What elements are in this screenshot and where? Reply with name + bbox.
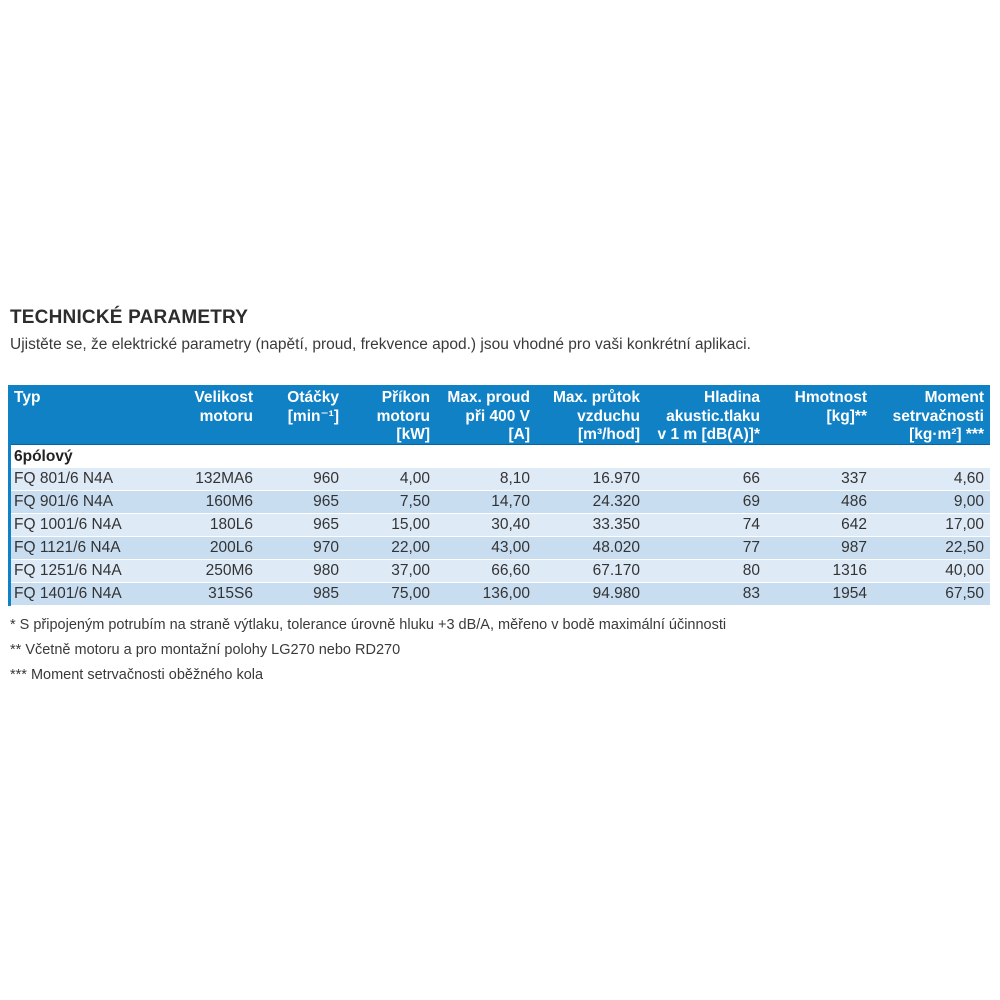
cell-typ: FQ 1121/6 N4A [14, 539, 121, 556]
table-row: FQ 901/6 N4A 160M6 965 7,50 14,70 24.320… [11, 491, 990, 514]
cell-velikost: 250M6 [205, 562, 253, 579]
cell-hladina: 74 [742, 516, 760, 533]
cell-prikon: 75,00 [391, 585, 430, 602]
cell-hladina: 77 [742, 539, 760, 556]
cell-velikost: 160M6 [205, 493, 253, 510]
column-header-typ: Typ [14, 389, 41, 406]
cell-proud: 136,00 [482, 585, 530, 602]
cell-proud: 8,10 [499, 470, 530, 487]
cell-prikon: 37,00 [391, 562, 430, 579]
cell-otacky: 970 [313, 539, 339, 556]
cell-proud: 14,70 [491, 493, 530, 510]
cell-prutok: 48.020 [592, 539, 640, 556]
cell-hladina: 80 [742, 562, 760, 579]
page-subtitle: Ujistěte se, že elektrické parametry (na… [10, 336, 751, 353]
column-header-hmotnost: Hmotnost [kg]** [794, 389, 867, 425]
cell-prikon: 7,50 [399, 493, 430, 510]
table-row: FQ 1251/6 N4A 250M6 980 37,00 66,60 67.1… [11, 560, 990, 583]
cell-typ: FQ 1251/6 N4A [14, 562, 122, 579]
cell-velikost: 132MA6 [195, 470, 253, 487]
cell-otacky: 980 [313, 562, 339, 579]
cell-hmotnost: 1316 [832, 562, 867, 579]
cell-hmotnost: 642 [841, 516, 867, 533]
column-header-velikost-motoru: Velikost motoru [194, 389, 253, 425]
cell-hladina: 66 [742, 470, 760, 487]
cell-prikon: 15,00 [391, 516, 430, 533]
table-row: FQ 801/6 N4A 132MA6 960 4,00 8,10 16.970… [11, 468, 990, 491]
cell-moment: 9,00 [953, 493, 984, 510]
column-header-hladina-akustickeho-tlaku: Hladina akustic.tlaku v 1 m [dB(A)]* [657, 389, 760, 443]
cell-prutok: 16.970 [592, 470, 640, 487]
table-row: FQ 1121/6 N4A 200L6 970 22,00 43,00 48.0… [11, 537, 990, 560]
column-header-otacky: Otáčky [min⁻¹] [287, 389, 339, 425]
footnote-sound-level: * S připojeným potrubím na straně výtlak… [10, 617, 727, 633]
cell-moment: 22,50 [945, 539, 984, 556]
cell-hmotnost: 486 [841, 493, 867, 510]
cell-proud: 30,40 [491, 516, 530, 533]
column-header-moment-setrvacnosti: Moment setrvačnosti [kg·m²] *** [892, 389, 984, 443]
cell-prutok: 33.350 [592, 516, 640, 533]
table-section-6polovy: 6pólový [11, 445, 990, 468]
cell-proud: 43,00 [491, 539, 530, 556]
cell-velikost: 315S6 [208, 585, 253, 602]
cell-typ: FQ 801/6 N4A [14, 470, 114, 487]
cell-moment: 40,00 [945, 562, 984, 579]
footnotes: * S připojeným potrubím na straně výtlak… [10, 617, 726, 692]
cell-otacky: 965 [313, 516, 339, 533]
cell-proud: 66,60 [491, 562, 530, 579]
cell-moment: 17,00 [945, 516, 984, 533]
footnote-weight: ** Včetně motoru a pro montažní polohy L… [10, 642, 401, 658]
cell-typ: FQ 1001/6 N4A [14, 516, 122, 533]
cell-prutok: 67.170 [592, 562, 640, 579]
cell-hladina: 83 [742, 585, 760, 602]
cell-otacky: 965 [313, 493, 339, 510]
cell-prikon: 4,00 [399, 470, 430, 487]
cell-typ: FQ 1401/6 N4A [14, 585, 122, 602]
cell-hmotnost: 337 [841, 470, 867, 487]
table-header-row: Typ Velikost motoru Otáčky [min⁻¹] Příko… [11, 385, 990, 445]
cell-typ: FQ 901/6 N4A [14, 493, 114, 510]
cell-velikost: 180L6 [209, 516, 253, 533]
column-header-max-prutok: Max. průtok vzduchu [m³/hod] [553, 389, 640, 443]
column-header-prikon-motoru: Příkon motoru [kW] [376, 389, 430, 443]
cell-hladina: 69 [742, 493, 760, 510]
cell-prutok: 94.980 [592, 585, 640, 602]
technical-parameters-table: Typ Velikost motoru Otáčky [min⁻¹] Příko… [8, 385, 990, 606]
cell-hmotnost: 987 [841, 539, 867, 556]
cell-otacky: 960 [313, 470, 339, 487]
column-header-max-proud: Max. proud při 400 V [A] [447, 389, 530, 443]
footnote-inertia: *** Moment setrvačnosti oběžného kola [10, 667, 264, 683]
cell-moment: 67,50 [945, 585, 984, 602]
cell-prikon: 22,00 [391, 539, 430, 556]
cell-prutok: 24.320 [592, 493, 640, 510]
cell-otacky: 985 [313, 585, 339, 602]
cell-moment: 4,60 [953, 470, 984, 487]
page-title: TECHNICKÉ PARAMETRY [10, 307, 249, 328]
cell-hmotnost: 1954 [832, 585, 867, 602]
table-row: FQ 1401/6 N4A 315S6 985 75,00 136,00 94.… [11, 583, 990, 606]
cell-velikost: 200L6 [209, 539, 253, 556]
table-row: FQ 1001/6 N4A 180L6 965 15,00 30,40 33.3… [11, 514, 990, 537]
